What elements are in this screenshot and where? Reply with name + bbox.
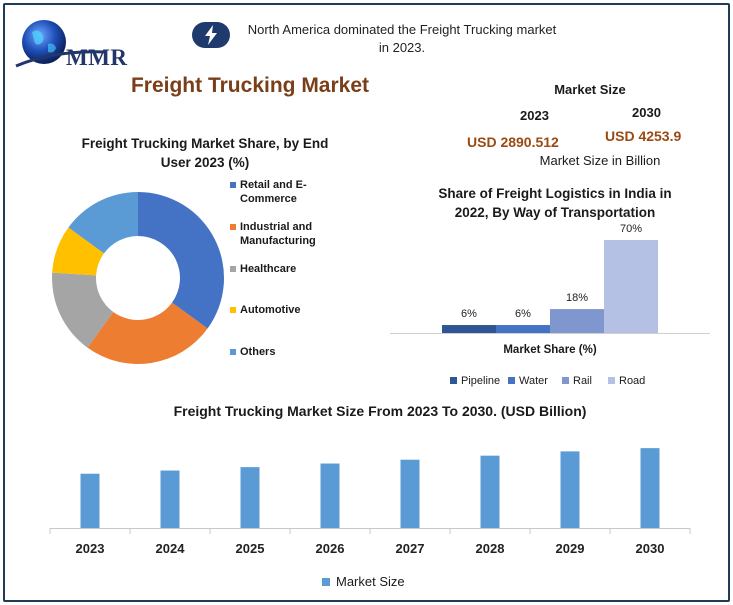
x-tick-label: 2027 <box>396 541 425 556</box>
market-size-bar-2030 <box>640 448 660 528</box>
market-size-bar-2025 <box>240 467 260 528</box>
x-tick-label: 2024 <box>156 541 186 556</box>
legend-swatch <box>230 349 236 355</box>
market-size-bar-2026 <box>320 463 340 528</box>
legend-swatch <box>608 377 615 384</box>
logo-text: MMR <box>66 45 128 70</box>
donut-slice-retail-and-e-commerce <box>138 192 224 329</box>
donut-legend-label: Retail and E-Commerce <box>240 179 307 205</box>
x-tick-label: 2026 <box>316 541 345 556</box>
market-size-bar-2029 <box>560 451 580 528</box>
transport-bar-pipeline <box>442 325 496 333</box>
donut-chart <box>52 192 224 364</box>
x-tick-label: 2025 <box>236 541 265 556</box>
donut-slice-industrial-and-manufacturing <box>87 302 208 364</box>
transport-bar-rail <box>550 309 604 333</box>
legend-swatch <box>562 377 569 384</box>
page-title: Freight Trucking Market <box>130 74 370 97</box>
insight-line-1: North America dominated the Freight Truc… <box>247 22 557 37</box>
x-tick-label: 2029 <box>556 541 585 556</box>
legend-label-market-size: Market Size <box>336 574 405 589</box>
transport-title-line-2: 2022, By Way of Transportation <box>454 205 656 220</box>
transport-bar-chart: 6% 6% 18% 70% <box>390 223 710 334</box>
transport-chart-title: Share of Freight Logistics in India in 2… <box>420 184 690 222</box>
transport-bar-road <box>604 240 658 333</box>
donut-legend-label: Healthcare <box>240 263 297 275</box>
transport-legend-label: Road <box>619 375 646 387</box>
transport-legend-label: Water <box>519 375 548 387</box>
market-size-bar-2027 <box>400 459 420 528</box>
transport-data-label: 70% <box>620 223 642 235</box>
legend-swatch <box>508 377 515 384</box>
transport-data-label: 6% <box>515 308 531 320</box>
market-size-bar-2024 <box>160 470 180 528</box>
insight-text: North America dominated the Freight Truc… <box>232 21 572 57</box>
legend-swatch <box>230 266 236 272</box>
market-size-value-end: USD 4253.9 <box>605 128 682 144</box>
x-tick-label: 2028 <box>476 541 505 556</box>
donut-title-line-2: User 2023 (%) <box>160 155 250 170</box>
mmr-logo: MMR <box>14 14 134 74</box>
market-size-bar-2028 <box>480 455 500 528</box>
donut-title-line-1: Freight Trucking Market Share, by End <box>81 136 329 151</box>
market-size-unit: Market Size in Billion <box>539 153 661 168</box>
market-size-bar-2023 <box>80 473 100 528</box>
x-tick-label: 2030 <box>636 541 665 556</box>
lightning-bolt-icon <box>192 22 230 48</box>
legend-swatch <box>322 578 330 586</box>
transport-legend: Pipeline Water Rail Road <box>450 374 670 388</box>
market-size-value-start: USD 2890.512 <box>467 134 559 150</box>
donut-slice-automotive <box>52 227 105 276</box>
transport-legend-label: Pipeline <box>461 375 501 387</box>
legend-swatch <box>450 377 457 384</box>
legend-swatch <box>230 224 236 230</box>
donut-legend-label: Industrial and Manufacturing <box>240 221 316 247</box>
transport-data-label: 6% <box>461 308 477 320</box>
legend-swatch <box>230 307 236 313</box>
donut-slice-others <box>68 192 138 254</box>
legend-swatch <box>230 182 236 188</box>
insight-line-2: in 2023. <box>378 40 426 55</box>
market-size-title: Market Size <box>554 82 626 97</box>
transport-legend-label: Rail <box>573 375 592 387</box>
market-size-year-start: 2023 <box>520 108 549 123</box>
donut-chart-title: Freight Trucking Market Share, by End Us… <box>60 134 350 172</box>
market-size-chart-title: Freight Trucking Market Size From 2023 T… <box>173 403 587 419</box>
globe-icon <box>15 20 107 68</box>
donut-legend-label: Automotive <box>240 304 301 316</box>
transport-title-line-1: Share of Freight Logistics in India in <box>438 186 672 201</box>
donut-legend-label: Others <box>240 346 276 358</box>
transport-x-axis-label: Market Share (%) <box>503 344 597 356</box>
market-size-column-chart: 2023 2024 2025 2026 2027 2028 2029 2030 <box>49 448 691 556</box>
market-size-year-end: 2030 <box>632 105 661 120</box>
x-tick-label: 2023 <box>76 541 105 556</box>
transport-bar-water <box>496 325 550 333</box>
donut-slice-healthcare <box>52 272 114 348</box>
transport-data-label: 18% <box>566 292 588 304</box>
